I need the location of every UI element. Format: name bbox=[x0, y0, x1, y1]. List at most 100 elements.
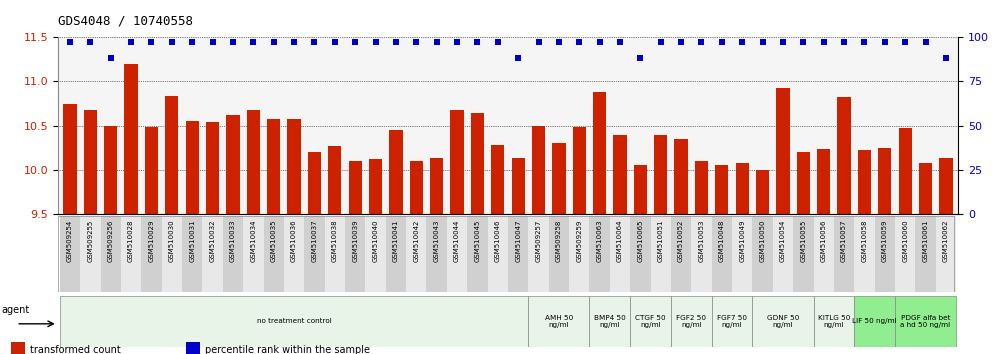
Text: agent: agent bbox=[1, 305, 30, 315]
Bar bbox=[593, 92, 607, 214]
Bar bbox=[471, 113, 484, 214]
Bar bbox=[182, 216, 202, 292]
Bar bbox=[610, 216, 630, 292]
Point bbox=[734, 40, 750, 45]
Bar bbox=[84, 110, 97, 214]
Bar bbox=[80, 216, 101, 292]
Bar bbox=[674, 139, 687, 214]
Bar bbox=[409, 161, 423, 214]
Text: GSM510054: GSM510054 bbox=[780, 220, 786, 262]
Point bbox=[775, 40, 791, 45]
Bar bbox=[532, 126, 545, 214]
Bar bbox=[467, 216, 488, 292]
Point bbox=[693, 40, 709, 45]
Text: GSM510052: GSM510052 bbox=[678, 220, 684, 262]
Text: GSM510060: GSM510060 bbox=[902, 220, 908, 262]
Point bbox=[348, 40, 364, 45]
Text: percentile rank within the sample: percentile rank within the sample bbox=[205, 346, 371, 354]
Bar bbox=[838, 97, 851, 214]
Text: GSM510047: GSM510047 bbox=[515, 220, 521, 262]
Bar bbox=[569, 216, 590, 292]
Point bbox=[490, 40, 506, 45]
Text: GSM509257: GSM509257 bbox=[536, 220, 542, 262]
Text: GSM510036: GSM510036 bbox=[291, 220, 297, 262]
Bar bbox=[430, 158, 443, 214]
Text: GSM510028: GSM510028 bbox=[128, 220, 134, 262]
Bar bbox=[304, 216, 325, 292]
Text: GDS4048 / 10740558: GDS4048 / 10740558 bbox=[58, 14, 193, 27]
Bar bbox=[488, 216, 508, 292]
Text: GSM509258: GSM509258 bbox=[556, 220, 562, 262]
Point bbox=[388, 40, 404, 45]
Text: GSM510032: GSM510032 bbox=[209, 220, 215, 262]
Bar bbox=[447, 216, 467, 292]
Bar bbox=[715, 165, 728, 214]
Point bbox=[266, 40, 282, 45]
Point bbox=[836, 40, 852, 45]
Point bbox=[184, 40, 200, 45]
Bar bbox=[349, 161, 362, 214]
Bar bbox=[630, 216, 650, 292]
Text: GSM509259: GSM509259 bbox=[577, 220, 583, 262]
Bar bbox=[450, 110, 464, 214]
Bar bbox=[491, 145, 504, 214]
Bar bbox=[695, 161, 708, 214]
Bar bbox=[385, 216, 406, 292]
Text: GSM510037: GSM510037 bbox=[312, 220, 318, 262]
Point bbox=[857, 40, 872, 45]
Point bbox=[755, 40, 771, 45]
Point bbox=[469, 40, 485, 45]
Bar bbox=[267, 119, 280, 214]
Text: GSM510055: GSM510055 bbox=[801, 220, 807, 262]
Bar bbox=[223, 216, 243, 292]
Bar bbox=[671, 216, 691, 292]
Text: GSM510051: GSM510051 bbox=[657, 220, 663, 262]
Bar bbox=[226, 115, 240, 214]
Bar bbox=[732, 216, 752, 292]
Bar bbox=[814, 216, 834, 292]
Bar bbox=[247, 110, 260, 214]
Bar bbox=[508, 216, 528, 292]
Bar bbox=[366, 216, 385, 292]
Text: GSM510061: GSM510061 bbox=[922, 220, 928, 262]
Text: GSM510048: GSM510048 bbox=[719, 220, 725, 262]
Text: GSM510058: GSM510058 bbox=[862, 220, 868, 262]
Bar bbox=[614, 135, 626, 214]
Bar bbox=[528, 296, 590, 347]
Text: GSM510041: GSM510041 bbox=[392, 220, 399, 262]
Bar bbox=[752, 296, 814, 347]
Text: FGF7 50
ng/ml: FGF7 50 ng/ml bbox=[717, 315, 747, 328]
Text: GSM510044: GSM510044 bbox=[454, 220, 460, 262]
Bar bbox=[105, 126, 118, 214]
Text: GSM510031: GSM510031 bbox=[189, 220, 195, 262]
Bar bbox=[633, 165, 647, 214]
Point bbox=[572, 40, 588, 45]
Text: CTGF 50
ng/ml: CTGF 50 ng/ml bbox=[635, 315, 666, 328]
Bar bbox=[141, 216, 161, 292]
Bar bbox=[919, 163, 932, 214]
Text: GSM510059: GSM510059 bbox=[881, 220, 887, 262]
Point bbox=[876, 40, 892, 45]
Bar bbox=[895, 296, 956, 347]
Point bbox=[164, 40, 180, 45]
Point bbox=[286, 40, 302, 45]
Bar bbox=[288, 119, 301, 214]
Text: GSM510038: GSM510038 bbox=[332, 220, 338, 262]
Point bbox=[673, 40, 689, 45]
Text: GDNF 50
ng/ml: GDNF 50 ng/ml bbox=[767, 315, 799, 328]
Bar bbox=[895, 216, 915, 292]
Point bbox=[449, 40, 465, 45]
Bar bbox=[654, 135, 667, 214]
Text: GSM510034: GSM510034 bbox=[250, 220, 256, 262]
Bar bbox=[671, 296, 712, 347]
Bar bbox=[528, 216, 549, 292]
Point bbox=[103, 56, 119, 61]
Point bbox=[428, 40, 444, 45]
Bar bbox=[590, 296, 630, 347]
Bar bbox=[185, 121, 199, 214]
Bar bbox=[284, 216, 304, 292]
Point bbox=[225, 40, 241, 45]
Bar bbox=[712, 216, 732, 292]
Point bbox=[245, 40, 261, 45]
Bar bbox=[736, 163, 749, 214]
